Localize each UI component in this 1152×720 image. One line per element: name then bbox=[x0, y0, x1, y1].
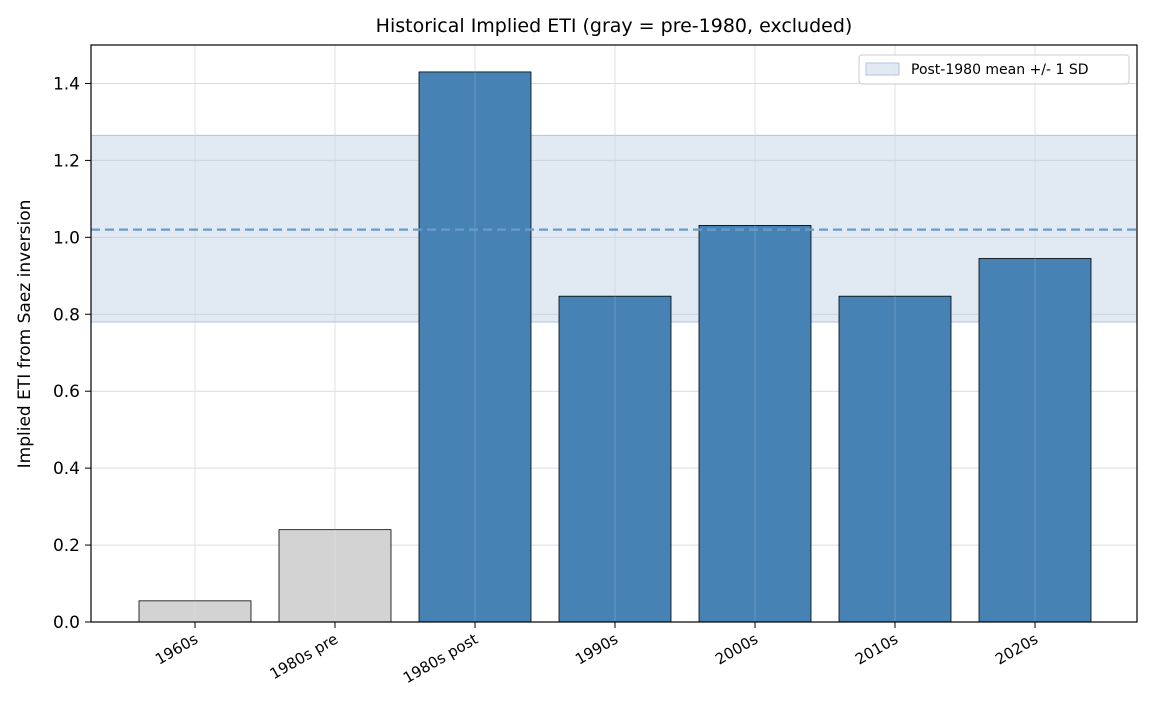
legend-box bbox=[858, 54, 1130, 85]
y-tick-label: 0.4 bbox=[53, 459, 80, 479]
y-axis-label: Implied ETI from Saez inversion bbox=[15, 200, 35, 469]
y-tick-label: 0.6 bbox=[53, 382, 80, 402]
bar bbox=[978, 258, 1092, 623]
bar bbox=[838, 295, 952, 623]
bar bbox=[418, 71, 532, 623]
bars-layer bbox=[91, 45, 1137, 623]
y-tick-label: 1.0 bbox=[53, 228, 80, 248]
x-tick-label: 1990s bbox=[572, 630, 621, 669]
legend-swatch bbox=[865, 62, 900, 76]
bar bbox=[558, 295, 672, 623]
legend: Post-1980 mean +/- 1 SD bbox=[858, 54, 1130, 85]
chart-title: Historical Implied ETI (gray = pre-1980,… bbox=[376, 15, 853, 37]
x-tick-label: 2010s bbox=[852, 630, 901, 669]
bar bbox=[698, 225, 812, 623]
y-tick-label: 0.8 bbox=[53, 305, 80, 325]
x-tick-label: 2000s bbox=[712, 630, 761, 669]
y-tick-label: 1.4 bbox=[53, 74, 80, 94]
x-tick-label: 1980s pre bbox=[267, 630, 341, 683]
plot-frame bbox=[90, 44, 1138, 623]
y-tick-label: 0.0 bbox=[53, 613, 80, 633]
x-tick-label: 1980s post bbox=[400, 630, 481, 687]
legend-label: Post-1980 mean +/- 1 SD bbox=[911, 62, 1089, 78]
x-tick-label: 1960s bbox=[152, 630, 201, 669]
x-tick-label: 2020s bbox=[992, 630, 1041, 669]
y-tick-label: 1.2 bbox=[53, 151, 80, 171]
y-tick-label: 0.2 bbox=[53, 536, 80, 556]
bar bbox=[278, 529, 392, 623]
